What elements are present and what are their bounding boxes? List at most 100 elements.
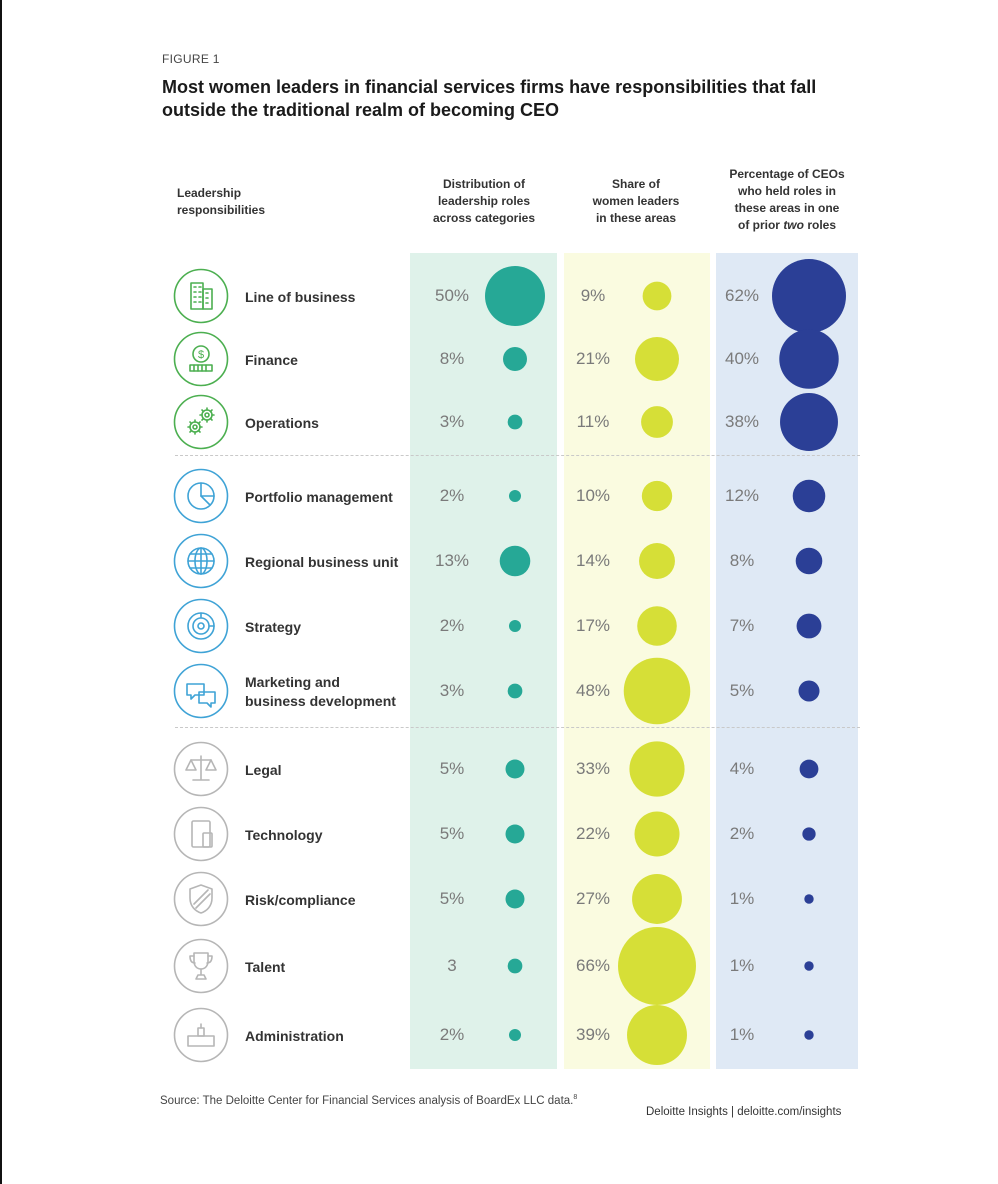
distribution-value: 3% — [439, 412, 465, 431]
row-label: Line of business — [245, 288, 425, 307]
figure-label: FIGURE 1 — [162, 52, 220, 66]
header-line: of prior two roles — [714, 217, 860, 234]
group-separator — [175, 727, 860, 728]
share-bubble — [627, 1005, 687, 1065]
source-note: Source: The Deloitte Center for Financia… — [160, 1094, 577, 1107]
header-line: Distribution of — [443, 177, 525, 191]
share-value: 39% — [575, 1025, 611, 1044]
row-label: Technology — [245, 826, 425, 845]
share-bubble — [623, 657, 691, 725]
table-row: Portfolio management 2% 10% 12% — [0, 464, 998, 528]
table-row: Risk/compliance 5% 27% 1% — [0, 867, 998, 931]
ceo-value: 5% — [729, 681, 755, 700]
distribution-bubble — [507, 683, 523, 699]
row-label: Portfolio management — [245, 488, 425, 507]
ceo-value: 7% — [729, 616, 755, 635]
share-bubble — [641, 406, 673, 438]
ceo-bubble — [772, 259, 846, 333]
ceo-value: 62% — [724, 286, 760, 305]
distribution-bubble — [505, 824, 525, 844]
row-label-line: Risk/compliance — [245, 892, 356, 908]
row-label-line: Administration — [245, 1028, 344, 1044]
distribution-value: 5% — [439, 889, 465, 908]
share-value: 11% — [576, 412, 610, 431]
distribution-value: 5% — [439, 759, 465, 778]
row-label-line: Line of business — [245, 289, 356, 305]
ceo-bubble — [804, 961, 814, 971]
row-label-line: Strategy — [245, 619, 302, 635]
row-label: Strategy — [245, 618, 425, 637]
row-label-line: Regional business unit — [245, 554, 399, 570]
table-row: Talent 3 66% 1% — [0, 934, 998, 998]
distribution-bubble — [503, 347, 527, 371]
distribution-bubble — [507, 414, 523, 430]
row-label: Administration — [245, 1027, 425, 1046]
distribution-value: 3 — [447, 956, 457, 975]
share-bubble — [632, 874, 682, 924]
distribution-bubble — [509, 620, 521, 632]
row-label-line: Portfolio management — [245, 489, 393, 505]
share-bubble — [641, 480, 673, 512]
header-share: Share of women leaders in these areas — [566, 176, 706, 227]
share-value: 9% — [580, 286, 606, 305]
distribution-value: 8% — [439, 349, 465, 368]
money-bag-icon: $ — [172, 330, 230, 388]
header-line: leadership roles — [437, 194, 531, 208]
share-bubble — [639, 543, 675, 579]
header-distribution: Distribution of leadership roles across … — [414, 176, 554, 227]
distribution-value: 2% — [439, 616, 465, 635]
header-line: Leadership — [177, 186, 242, 200]
table-row: $ Finance 8% 21% 40% — [0, 327, 998, 391]
share-value: 48% — [575, 681, 611, 700]
header-line: Percentage of CEOs — [729, 167, 845, 181]
row-label-line: Finance — [245, 352, 298, 368]
share-value: 21% — [575, 349, 611, 368]
share-bubble — [637, 606, 677, 646]
table-row: Marketing and business development 3% 48% 5% — [0, 659, 998, 723]
share-bubble — [642, 281, 672, 311]
header-line: responsibilities — [177, 203, 266, 217]
distribution-value: 2% — [439, 486, 465, 505]
distribution-value: 2% — [439, 1025, 465, 1044]
row-label-line: business development — [245, 693, 396, 709]
target-icon — [172, 597, 230, 655]
row-label: Operations — [245, 414, 425, 433]
header-emphasis: two — [783, 218, 804, 232]
header-text: of prior — [737, 218, 784, 232]
share-value: 10% — [575, 486, 611, 505]
share-bubble — [634, 811, 680, 857]
pie-chart-icon — [172, 467, 230, 525]
row-label-line: Legal — [245, 762, 282, 778]
header-line: across categories — [432, 211, 536, 225]
distribution-bubble — [505, 889, 525, 909]
table-row: Legal 5% 33% 4% — [0, 737, 998, 801]
ceo-bubble — [792, 479, 826, 513]
share-bubble — [618, 927, 696, 1005]
group-separator — [175, 455, 860, 456]
share-value: 27% — [575, 889, 611, 908]
ceo-value: 8% — [729, 551, 755, 570]
ceo-bubble — [779, 329, 839, 389]
ceo-value: 38% — [724, 412, 760, 431]
ceo-bubble — [798, 680, 820, 702]
header-line: women leaders — [592, 194, 680, 208]
ceo-bubble — [795, 547, 823, 575]
table-row: Line of business 50% 9% 62% — [0, 264, 998, 328]
distribution-value: 3% — [439, 681, 465, 700]
distribution-column-band — [410, 253, 557, 1069]
scales-icon — [172, 740, 230, 798]
share-value: 66% — [575, 956, 611, 975]
ceo-value: 40% — [724, 349, 760, 368]
distribution-bubble — [485, 266, 545, 326]
header-line: in these areas — [595, 211, 677, 225]
globe-icon — [172, 532, 230, 590]
left-border — [0, 0, 2, 1184]
ceo-bubble — [804, 1030, 814, 1040]
building-icon — [172, 267, 230, 325]
header-line: who held roles in — [737, 184, 836, 198]
ceo-value: 2% — [729, 824, 755, 843]
distribution-bubble — [505, 759, 525, 779]
source-text: Source: The Deloitte Center for Financia… — [160, 1094, 574, 1107]
ceo-value: 4% — [729, 759, 755, 778]
